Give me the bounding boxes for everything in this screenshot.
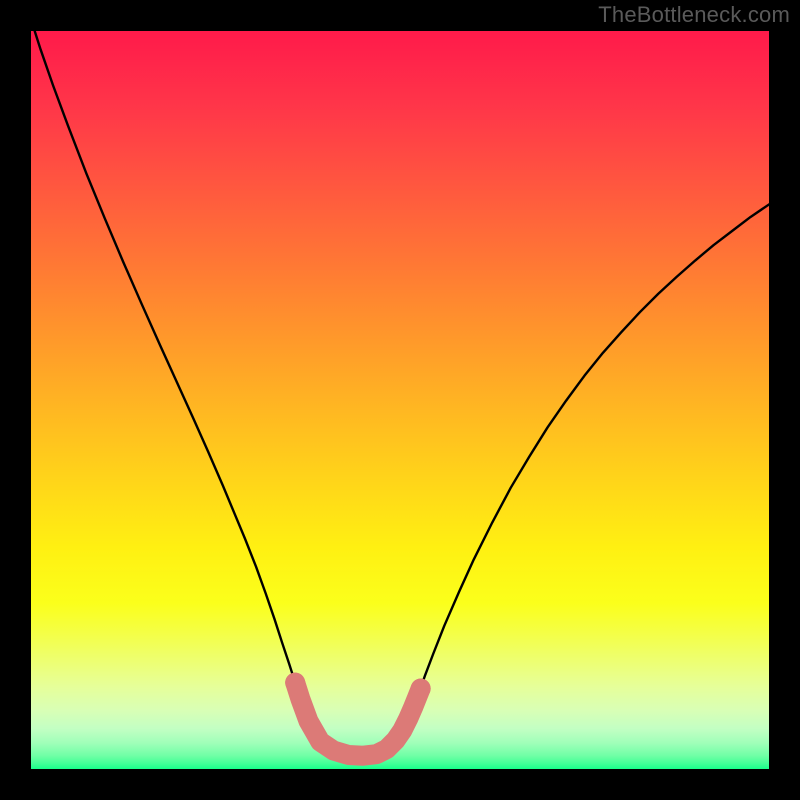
chart-stage: TheBottleneck.com: [0, 0, 800, 800]
watermark-text: TheBottleneck.com: [598, 2, 790, 28]
bottleneck-chart-svg: [0, 0, 800, 800]
chart-gradient-panel: [31, 31, 769, 769]
